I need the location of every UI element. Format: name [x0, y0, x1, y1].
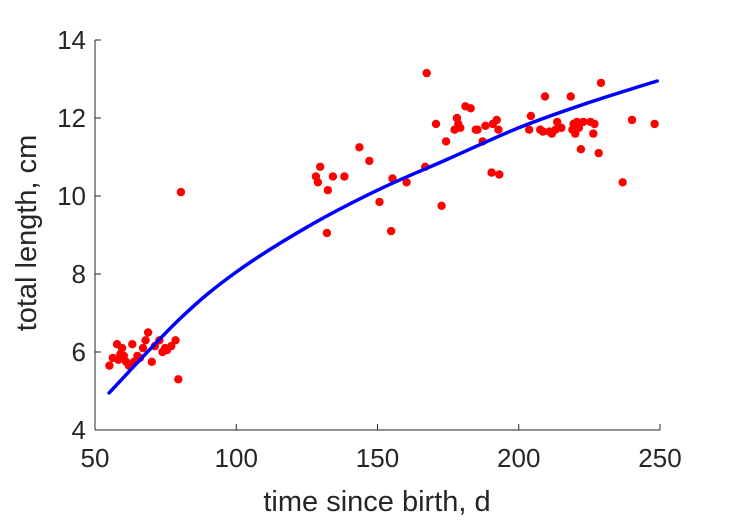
data-point — [596, 78, 606, 88]
data-point — [650, 119, 659, 129]
data-point — [138, 343, 148, 353]
data-point — [540, 92, 550, 101]
x-tick-label: 150 — [356, 443, 399, 473]
data-point — [375, 197, 384, 207]
data-point — [147, 357, 156, 366]
data-point — [422, 68, 431, 78]
y-tick-label: 14 — [57, 25, 86, 55]
y-tick-label: 10 — [57, 181, 86, 211]
data-point — [313, 178, 323, 187]
y-axis-label: total length, cm — [11, 135, 43, 332]
data-point — [538, 127, 548, 136]
data-point — [117, 343, 127, 353]
x-tick-label: 50 — [81, 443, 110, 473]
y-tick-label: 12 — [57, 103, 86, 133]
data-point — [466, 104, 475, 113]
data-point — [340, 172, 349, 181]
data-point — [167, 341, 176, 351]
x-tick-label: 100 — [215, 443, 258, 473]
data-point — [441, 137, 451, 146]
data-point — [481, 121, 490, 130]
data-point — [176, 187, 186, 197]
y-tick-label: 4 — [72, 415, 86, 445]
data-point — [576, 145, 586, 154]
y-axis: 4 6 8 10 12 14 — [57, 25, 101, 445]
data-point — [323, 186, 332, 195]
data-point — [494, 125, 503, 134]
data-point — [574, 123, 584, 132]
data-point — [590, 119, 599, 129]
data-point — [557, 123, 566, 132]
data-point — [566, 92, 575, 101]
fit-curve — [107, 79, 659, 395]
data-point — [328, 172, 338, 181]
data-point — [143, 328, 153, 337]
data-point — [618, 178, 627, 187]
data-point — [526, 111, 536, 121]
data-point — [174, 375, 183, 384]
x-axis-label: time since birth, d — [263, 486, 490, 518]
data-point — [171, 336, 180, 345]
x-tick-label: 250 — [638, 443, 681, 473]
data-point — [316, 162, 325, 171]
data-point — [128, 340, 137, 349]
data-point — [553, 117, 562, 127]
x-axis: 50 100 150 200 250 — [81, 424, 682, 473]
data-point — [495, 170, 504, 179]
data-point — [456, 123, 465, 132]
data-point — [322, 228, 332, 238]
data-point — [141, 336, 150, 345]
x-tick-label: 200 — [497, 443, 540, 473]
y-tick-label: 8 — [72, 259, 86, 289]
data-point — [431, 119, 441, 129]
data-point — [365, 156, 374, 166]
data-point — [525, 125, 534, 134]
data-point — [386, 226, 396, 236]
data-point — [355, 143, 364, 152]
data-point — [594, 148, 603, 158]
data-point — [492, 115, 501, 125]
data-point — [105, 361, 114, 370]
data-point — [487, 168, 496, 177]
data-point — [589, 129, 598, 138]
data-point — [437, 201, 446, 210]
data-point — [402, 178, 411, 187]
data-point — [627, 115, 637, 125]
plot-area — [105, 68, 659, 395]
data-point — [473, 125, 482, 134]
data-point — [579, 117, 588, 127]
y-tick-label: 6 — [72, 337, 86, 367]
